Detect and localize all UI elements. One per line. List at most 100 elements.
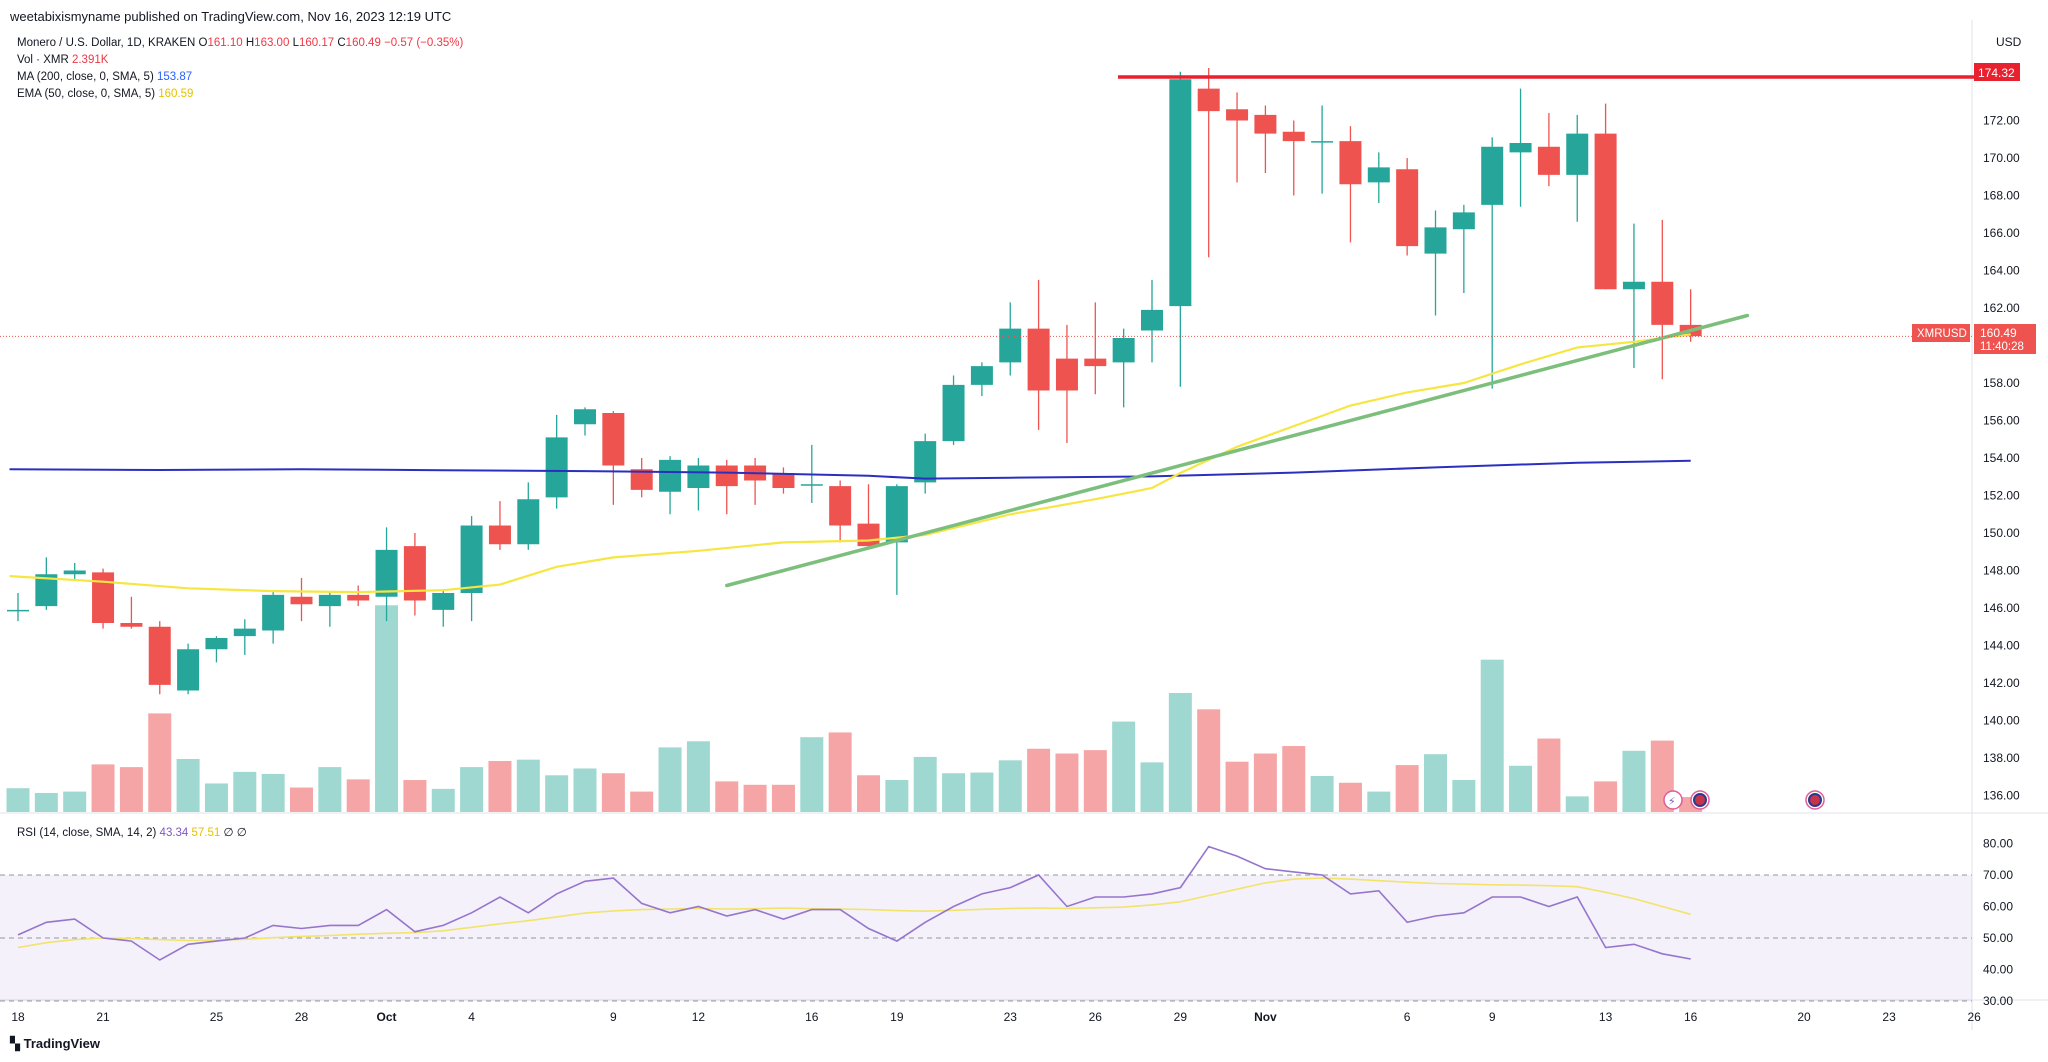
price-tick-label: 168.00 (1983, 189, 2020, 203)
support-trendline[interactable] (725, 313, 1750, 588)
volume-bar (119, 767, 143, 812)
low-label: L (292, 37, 299, 49)
volume-bar (6, 788, 30, 812)
rsi-tick-label: 30.00 (1983, 994, 2013, 1008)
volume-bar (1055, 753, 1079, 812)
candle-body (347, 594, 370, 601)
us-flag-glyph-icon (1693, 793, 1707, 807)
volume-bar (63, 791, 87, 812)
candle-body (290, 596, 313, 605)
price-badges: 174.32 XMRUSD 160.49 11:40:28 (1912, 63, 2036, 354)
resistance-badge-bg (1974, 63, 2020, 81)
date-tick-label: 9 (1489, 1010, 1496, 1024)
volume-bar (488, 761, 512, 812)
date-tick-label: 29 (1174, 1010, 1188, 1024)
rsi-ma-line (17, 877, 1691, 949)
volume-bar (1480, 659, 1504, 812)
rsi-legend[interactable]: RSI (14, close, SMA, 14, 2) 43.34 57.51 … (17, 825, 247, 841)
candle-body (375, 549, 398, 597)
resistance-badge: 174.32 (1978, 66, 2015, 80)
lightning-event-icon[interactable] (1663, 790, 1683, 810)
candle-body (517, 499, 540, 545)
candle-body (177, 649, 200, 691)
candle-body (318, 594, 341, 607)
ma-label: MA (200, close, 0, SMA, 5) (17, 71, 154, 83)
open-label: O (198, 37, 208, 49)
volume-bar (715, 781, 739, 812)
rsi-label: RSI (14, close, SMA, 14, 2) (17, 827, 157, 839)
volume-bar (516, 759, 540, 812)
date-tick-label: 20 (1797, 1010, 1811, 1024)
ma-value: 153.87 (156, 71, 193, 83)
us-flag-glyph-icon-2 (1808, 793, 1822, 807)
currency-label[interactable]: USD (1996, 35, 2022, 49)
price-tick-label: 138.00 (1983, 751, 2020, 765)
date-tick-label: 26 (1967, 1010, 1981, 1024)
volume-bar (658, 747, 682, 812)
open-value: 161.10 (207, 37, 243, 49)
candle-body (800, 484, 823, 486)
volume-bar (1509, 765, 1533, 812)
rsi-line (17, 845, 1691, 961)
candle-body (148, 626, 171, 685)
ema-value: 160.59 (158, 88, 194, 100)
date-tick-label: 21 (96, 1010, 110, 1024)
price-tick-label: 170.00 (1983, 151, 2020, 165)
volume-bar (601, 773, 625, 812)
volume-bar (1197, 709, 1221, 812)
volume-bar (1253, 753, 1277, 812)
date-tick-label: 13 (1599, 1010, 1613, 1024)
candle-body (262, 594, 285, 631)
lightning-glyph-icon: ⚡ (1668, 796, 1676, 808)
date-tick-label: 23 (1882, 1010, 1896, 1024)
high-label: H (245, 37, 255, 49)
rsi-pane (0, 874, 1972, 1002)
candle-body (574, 409, 596, 425)
last-price-badge-bg (1974, 324, 2036, 354)
volume-bar (1367, 791, 1391, 812)
candle-body (1566, 133, 1589, 175)
candle-body (630, 469, 653, 490)
volume-bar (885, 780, 909, 812)
date-tick-label: 28 (295, 1010, 309, 1024)
candle-body (999, 328, 1022, 363)
candle-body (1169, 79, 1192, 307)
volume-label: Vol · XMR (17, 54, 69, 66)
volume-bar (1112, 721, 1136, 812)
volume-legend[interactable]: Vol · XMR 2.391K (17, 52, 108, 68)
tradingview-logo[interactable]: ▚ TradingView (10, 1036, 100, 1051)
price-tick-label: 154.00 (1983, 451, 2020, 465)
volume-bar (1310, 775, 1334, 812)
volume-bar (828, 732, 852, 812)
date-tick-label: 16 (805, 1010, 819, 1024)
symbol-tag-bg (1912, 324, 1970, 342)
volume-bar (630, 791, 654, 812)
ema-legend[interactable]: EMA (50, close, 0, SMA, 5) 160.59 (17, 86, 193, 102)
ma-legend[interactable]: MA (200, close, 0, SMA, 5) 153.87 (17, 69, 192, 85)
candle-body (403, 546, 426, 601)
candle-body (1651, 281, 1674, 325)
volume-bar (346, 779, 370, 812)
event-markers[interactable]: ⚡ (1663, 790, 1825, 810)
candles (7, 68, 1702, 695)
volume-bar (375, 605, 399, 812)
volume-bar (1282, 746, 1306, 812)
date-tick-label: 18 (11, 1010, 25, 1024)
symbol-legend[interactable]: Monero / U.S. Dollar, 1D, KRAKEN O161.10… (17, 35, 463, 51)
date-tick-label: 23 (1004, 1010, 1018, 1024)
candle-body (1197, 88, 1220, 112)
volume-bar (261, 773, 285, 812)
volume-bars (6, 605, 1703, 812)
candle-body (63, 570, 86, 575)
candle-body (1027, 328, 1050, 391)
volume-bar (1424, 754, 1447, 812)
date-tick-label: 6 (1404, 1010, 1411, 1024)
candle-body (659, 459, 682, 492)
price-tick-label: 136.00 (1983, 789, 2020, 803)
volume-value: 2.391K (71, 54, 109, 66)
price-tick-label: 162.00 (1983, 301, 2020, 315)
candle-body (1254, 114, 1277, 134)
price-tick-label: 172.00 (1983, 114, 2020, 128)
volume-bar (233, 771, 257, 812)
